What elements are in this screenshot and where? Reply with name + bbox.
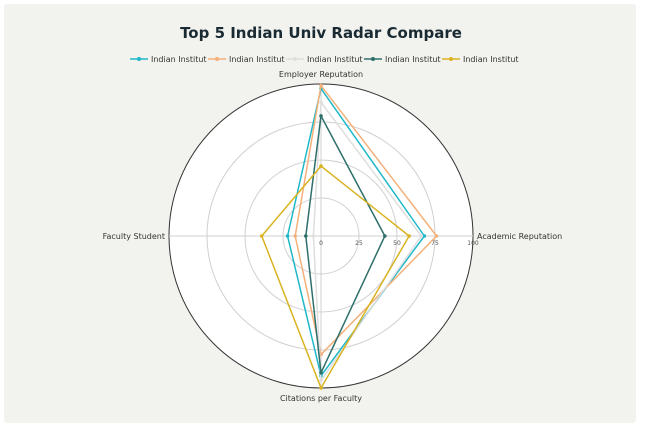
radial-tick-label: 25 xyxy=(355,240,363,247)
data-point xyxy=(383,234,387,238)
legend-swatch-marker xyxy=(137,57,141,61)
data-point xyxy=(311,234,316,238)
legend-swatch-marker xyxy=(215,57,219,61)
axis-labels: Academic Reputation Employer Reputation Fa… xyxy=(103,70,563,403)
radial-tick-label: 0 xyxy=(319,240,323,247)
data-point xyxy=(319,83,323,88)
legend-swatch-marker xyxy=(449,57,453,61)
radial-tick-label: 50 xyxy=(393,240,401,247)
data-point xyxy=(422,234,427,238)
legend-label: Indian Institut xyxy=(229,55,285,64)
data-point xyxy=(319,100,323,105)
series-group[interactable] xyxy=(259,83,439,390)
legend-label: Indian Institut xyxy=(463,55,519,64)
axis-label: Academic Reputation xyxy=(477,232,562,241)
data-point xyxy=(319,114,323,118)
data-point xyxy=(434,234,439,238)
data-point xyxy=(419,234,424,238)
legend-label: Indian Institut xyxy=(151,55,207,64)
axis-label: Employer Reputation xyxy=(279,70,363,79)
data-point xyxy=(319,386,323,390)
data-point xyxy=(285,234,290,238)
data-point xyxy=(319,371,323,375)
data-point xyxy=(407,234,411,238)
radar-grid xyxy=(168,83,474,389)
legend-label: Indian Institut xyxy=(385,55,441,64)
data-point xyxy=(259,234,264,238)
chart-title: Top 5 Indian Univ Radar Compare xyxy=(180,24,462,42)
data-point xyxy=(293,234,297,238)
radial-tick-label: 100 xyxy=(467,240,479,247)
axis-label: Faculty Student xyxy=(103,232,165,241)
legend-swatch-marker xyxy=(371,57,375,61)
data-point xyxy=(319,378,323,383)
radial-tick-labels: 0 25 50 75 100 xyxy=(319,240,479,247)
legend-swatch-marker xyxy=(293,57,297,61)
data-point xyxy=(304,234,308,238)
legend-label: Indian Institut xyxy=(307,55,363,64)
axis-label: Citations per Faculty xyxy=(280,394,362,403)
data-point xyxy=(319,164,323,168)
radial-tick-label: 75 xyxy=(431,240,439,247)
legend[interactable]: Indian Institut Indian Institut Indian Ins… xyxy=(130,55,519,64)
